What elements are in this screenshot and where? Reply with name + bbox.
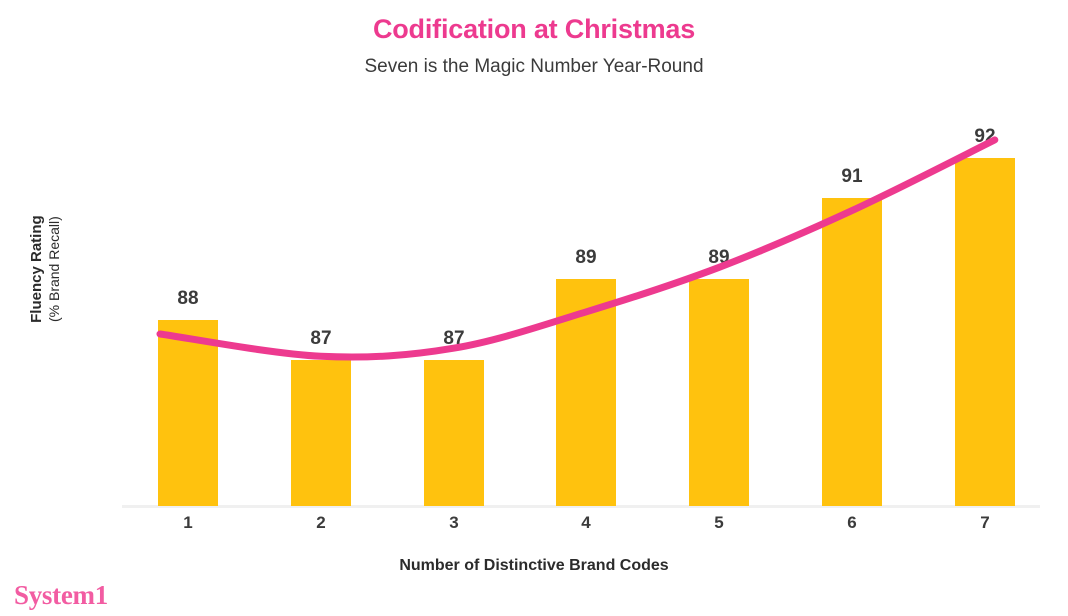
- bar-6: [822, 198, 882, 506]
- page-title: Codification at Christmas: [372, 14, 696, 44]
- bar-4: [556, 279, 616, 506]
- bar-value-label: 87: [443, 328, 465, 349]
- bar-value-label: 89: [575, 247, 597, 268]
- bar-5: [689, 279, 749, 506]
- system1-logo: System1: [14, 580, 108, 610]
- x-tick-label-3: 3: [449, 513, 459, 532]
- y-axis-title: Fluency Rating (% Brand Recall): [28, 164, 62, 374]
- page-subtitle: Seven is the Magic Number Year-Round: [364, 56, 704, 77]
- x-tick-label-1: 1: [183, 513, 193, 532]
- bar-value-label: 91: [841, 166, 863, 187]
- bar-value-label: 89: [708, 247, 730, 268]
- axis-baseline: [122, 505, 1040, 508]
- x-tick-label-5: 5: [714, 513, 724, 532]
- bar-2: [291, 360, 351, 506]
- y-axis-title-sub: (% Brand Recall): [45, 216, 62, 323]
- x-tick-label-2: 2: [316, 513, 326, 532]
- bar-value-label: 87: [310, 328, 332, 349]
- x-tick-label-6: 6: [847, 513, 857, 532]
- bar-value-label: 88: [177, 288, 199, 309]
- x-axis-title: Number of Distinctive Brand Codes: [399, 557, 669, 574]
- bar-value-label: 92: [974, 126, 996, 147]
- x-tick-label-4: 4: [581, 513, 591, 532]
- bar-1: [158, 320, 218, 506]
- x-tick-label-7: 7: [980, 513, 990, 532]
- bar-3: [424, 360, 484, 506]
- bar-7: [955, 158, 1015, 506]
- y-axis-title-main: Fluency Rating: [27, 215, 45, 323]
